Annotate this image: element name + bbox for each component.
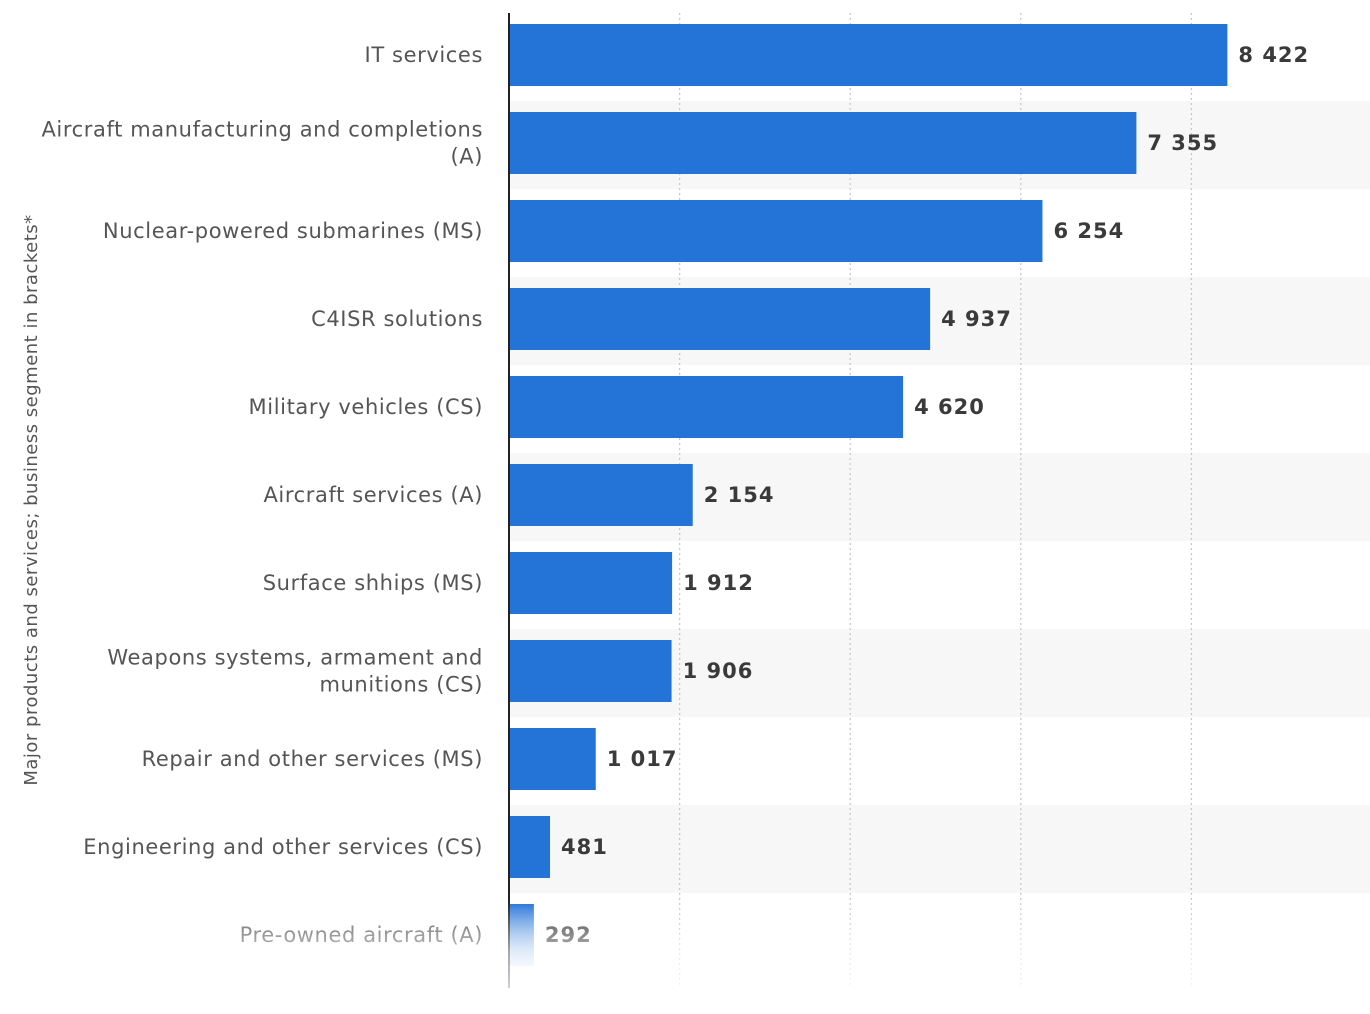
category-label: Repair and other services (MS) [142, 747, 483, 771]
category-label: IT services [365, 43, 483, 67]
bar[interactable] [509, 112, 1137, 174]
bar[interactable] [509, 464, 693, 526]
value-label: 1 017 [607, 747, 678, 771]
bars [509, 24, 1228, 966]
bar[interactable] [509, 816, 551, 878]
y-axis-title: Major products and services; business se… [21, 214, 42, 785]
bar[interactable] [509, 640, 672, 702]
bar[interactable] [509, 288, 931, 350]
category-label: munitions (CS) [319, 673, 483, 697]
value-label: 7 355 [1147, 131, 1218, 155]
value-label: 8 422 [1238, 43, 1309, 67]
category-label: Military vehicles (CS) [249, 395, 483, 419]
category-label: Aircraft services (A) [263, 483, 483, 507]
value-label: 4 937 [941, 307, 1012, 331]
row-bands [509, 101, 1370, 893]
bar[interactable] [509, 552, 673, 614]
bar[interactable] [509, 904, 534, 966]
value-label: 6 254 [1053, 219, 1124, 243]
row-band [509, 805, 1370, 893]
bar[interactable] [509, 376, 904, 438]
bar[interactable] [509, 24, 1228, 86]
category-label: (A) [450, 145, 483, 169]
value-label: 481 [561, 835, 608, 859]
bar[interactable] [509, 728, 596, 790]
value-label: 1 912 [683, 571, 754, 595]
category-label: Pre-owned aircraft (A) [240, 923, 483, 947]
value-label: 4 620 [914, 395, 985, 419]
value-label: 1 906 [683, 659, 754, 683]
category-label: C4ISR solutions [311, 307, 483, 331]
category-label: Surface shhips (MS) [263, 571, 483, 595]
bar[interactable] [509, 200, 1043, 262]
category-label: Aircraft manufacturing and completions [41, 118, 483, 142]
category-label: Nuclear-powered submarines (MS) [103, 219, 483, 243]
value-label: 292 [545, 923, 592, 947]
value-label: 2 154 [704, 483, 775, 507]
category-labels: IT services Aircraft manufacturing and co… [41, 43, 483, 947]
category-label: Engineering and other services (CS) [83, 835, 483, 859]
value-labels: 8 422 7 355 6 254 4 937 4 620 2 154 1 912 1 906… [545, 43, 1309, 947]
category-label: Weapons systems, armament and [107, 646, 483, 670]
